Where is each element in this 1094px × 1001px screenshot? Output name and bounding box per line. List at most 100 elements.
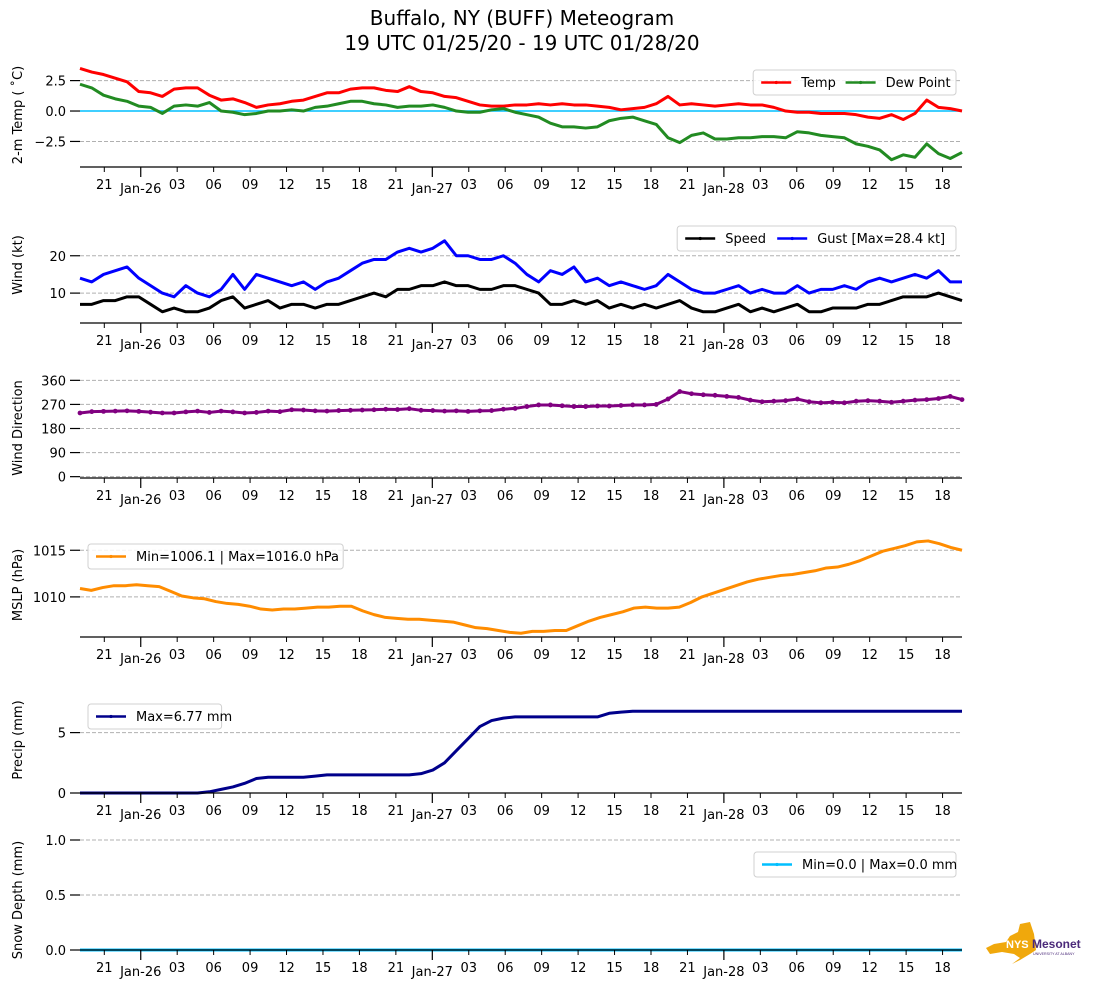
logo-nys-text: NYS [1006, 939, 1029, 951]
x-day-label: Jan-28 [702, 493, 744, 508]
x-hour-label: 15 [898, 804, 915, 819]
y-axis-label: Wind (kt) [11, 235, 26, 295]
y-tick-label: 0.5 [45, 889, 66, 904]
nys-mesonet-logo: NYS Mesonet UNIVERSITY AT ALBANY [986, 922, 1081, 964]
x-day-label: Jan-28 [702, 182, 744, 197]
legend-box [676, 225, 957, 252]
legend-label: Speed [725, 232, 766, 247]
x-hour-label: 15 [315, 961, 332, 976]
x-hour-label: 21 [96, 178, 113, 193]
x-hour-label: 09 [533, 804, 550, 819]
x-hour-label: 06 [789, 648, 806, 663]
y-tick-label: 2.5 [45, 75, 66, 90]
x-day-label: Jan-26 [119, 493, 161, 508]
panel-wind: 10 20 Wind (kt) 21 03 06 09 12 15 18 21 03 06 09 12 15 1… [11, 225, 963, 353]
x-hour-label: 06 [789, 961, 806, 976]
x-day-label: Jan-26 [119, 182, 161, 197]
y-tick-label: 360 [41, 374, 66, 389]
x-hour-label: 15 [315, 648, 332, 663]
x-hour-label: 18 [934, 961, 951, 976]
panel-snow_depth: 0.0 0.5 1.0 Snow Depth (mm) 21 03 06 09 12 15 18 21… [11, 834, 962, 980]
series-line-min10061 [79, 539, 963, 635]
x-hour-label: 12 [861, 489, 878, 504]
legend-temp: Temp Dew Point [752, 69, 957, 96]
x-hour-label: 15 [315, 489, 332, 504]
x-hour-label: 21 [388, 489, 405, 504]
x-hour-label: 09 [533, 648, 550, 663]
y-tick-label: 0 [58, 787, 66, 802]
x-hour-label: 06 [497, 804, 514, 819]
x-hour-label: 03 [169, 648, 186, 663]
legend-marker [774, 80, 778, 85]
x-day-label: Jan-27 [411, 808, 453, 823]
x-hour-label: 12 [570, 648, 587, 663]
x-hour-label: 09 [242, 648, 259, 663]
x-hour-label: 03 [460, 178, 477, 193]
x-hour-label: 06 [205, 334, 222, 349]
x-hour-label: 12 [278, 804, 295, 819]
x-hour-label: 06 [789, 334, 806, 349]
x-day-label: Jan-26 [119, 652, 161, 667]
y-tick-label: 0.0 [45, 944, 66, 959]
x-hour-label: 12 [278, 961, 295, 976]
x-hour-label: 09 [533, 489, 550, 504]
y-tick-label: 1015 [33, 544, 66, 559]
x-hour-label: 09 [533, 178, 550, 193]
series-line-gust [79, 239, 962, 299]
x-hour-label: 15 [898, 489, 915, 504]
x-hour-label: 06 [205, 489, 222, 504]
x-hour-label: 09 [533, 334, 550, 349]
x-hour-label: 18 [351, 804, 368, 819]
x-hour-label: 15 [898, 961, 915, 976]
series-line [79, 390, 963, 415]
x-hour-label: 03 [169, 334, 186, 349]
x-day-label: Jan-27 [411, 338, 453, 353]
x-hour-label: 09 [825, 334, 842, 349]
y-tick-label: 1010 [33, 591, 66, 606]
y-tick-label: 0 [58, 471, 66, 486]
x-hour-label: 12 [570, 961, 587, 976]
x-hour-label: 12 [861, 804, 878, 819]
x-hour-label: 03 [169, 804, 186, 819]
x-hour-label: 21 [96, 961, 113, 976]
y-tick-label: 0.0 [45, 105, 66, 120]
x-day-label: Jan-26 [119, 808, 161, 823]
x-hour-label: 18 [643, 648, 660, 663]
legend-marker [859, 80, 863, 85]
x-hour-label: 15 [315, 178, 332, 193]
x-hour-label: 06 [789, 489, 806, 504]
x-hour-label: 03 [752, 804, 769, 819]
y-tick-label: 5 [58, 727, 66, 742]
legend-snow_depth: Min=0.0 | Max=0.0 mm [753, 851, 957, 878]
panel-temp: −2.5 0.0 2.5 2-m Temp ( ˚C) 21 03 06 09 12 15 18 21… [10, 66, 963, 197]
x-hour-label: 06 [205, 804, 222, 819]
x-day-label: Jan-27 [411, 182, 453, 197]
x-hour-label: 21 [679, 489, 696, 504]
x-hour-label: 15 [606, 961, 623, 976]
series-wind_direction [77, 389, 965, 416]
x-hour-label: 15 [315, 334, 332, 349]
x-hour-label: 06 [789, 178, 806, 193]
x-hour-label: 21 [96, 489, 113, 504]
x-hour-label: 21 [96, 648, 113, 663]
x-hour-label: 18 [934, 648, 951, 663]
legend-label: Max=6.77 mm [136, 710, 232, 725]
x-hour-label: 06 [789, 804, 806, 819]
x-day-label: Jan-27 [411, 965, 453, 980]
x-day-label: Jan-26 [119, 338, 161, 353]
x-hour-label: 21 [388, 178, 405, 193]
y-axis-label: Snow Depth (mm) [11, 841, 26, 959]
legend-box [753, 851, 957, 878]
y-tick-label: 10 [49, 287, 66, 302]
x-hour-label: 18 [643, 961, 660, 976]
legend-marker [775, 862, 779, 867]
legend-wind: Speed Gust [Max=28.4 kt] [676, 225, 957, 252]
x-hour-label: 09 [242, 178, 259, 193]
legend-label: Min=0.0 | Max=0.0 mm [802, 858, 957, 873]
legend-box [87, 543, 344, 570]
x-hour-label: 15 [898, 334, 915, 349]
x-hour-label: 03 [752, 489, 769, 504]
legend-label: Min=1006.1 | Max=1016.0 hPa [136, 550, 339, 565]
x-hour-label: 03 [752, 178, 769, 193]
x-hour-label: 21 [679, 648, 696, 663]
